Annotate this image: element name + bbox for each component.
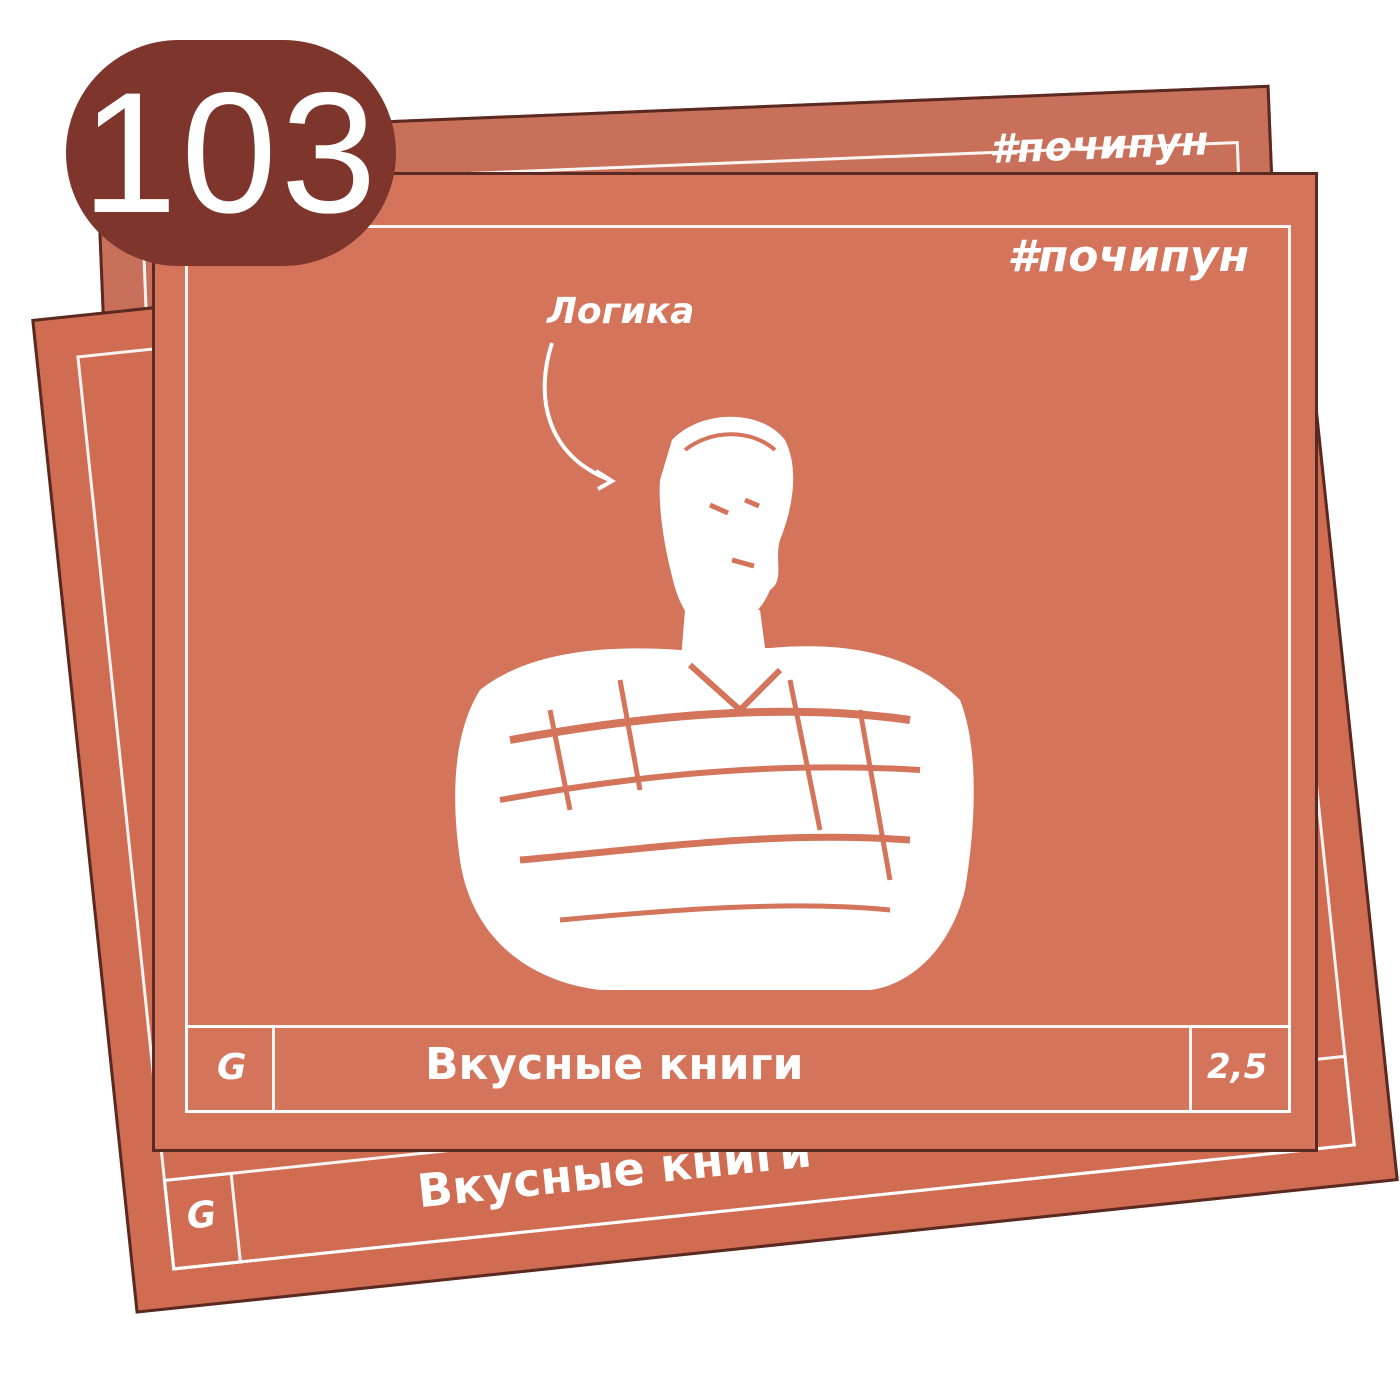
front-card: #почипун Логика G В [152, 172, 1318, 1152]
badge-number: 103 [81, 57, 381, 249]
front-card-title: Вкусные книги [425, 1039, 804, 1090]
figure-label: Логика [547, 291, 695, 332]
front-card-letter-box [185, 1025, 275, 1113]
middle-card-letter: G [184, 1193, 219, 1238]
callout-arrow-icon [542, 342, 616, 491]
front-card-price-box [1189, 1025, 1291, 1113]
front-card-hashtag: #почипун [1007, 231, 1249, 282]
front-card-price: 2,5 [1207, 1047, 1268, 1087]
back-card-hashtag: #почипун [988, 118, 1210, 174]
roman-bust-illustration [455, 416, 974, 990]
number-badge: 103 [66, 40, 396, 266]
front-card-letter: G [217, 1047, 247, 1088]
